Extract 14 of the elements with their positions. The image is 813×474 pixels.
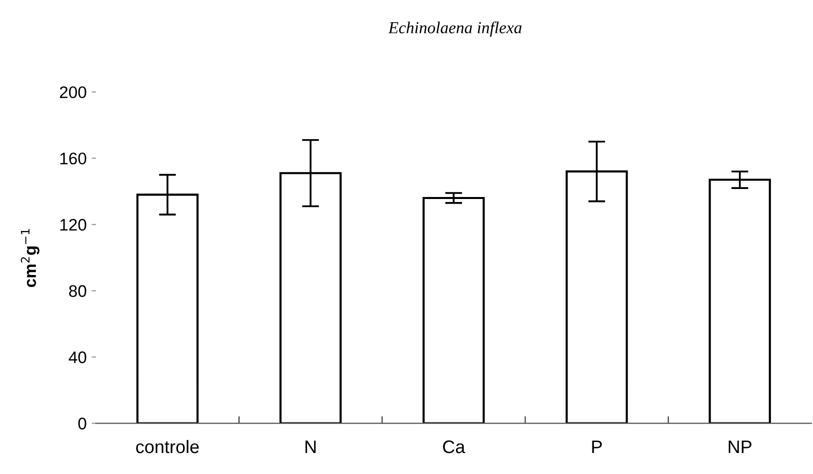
x-tick-label: NP [728, 440, 752, 454]
y-tick-label: 0 [78, 418, 86, 430]
x-tick-label: Ca [443, 440, 466, 454]
bar [422, 196, 485, 424]
chart-title: Echinolaena inflexa [388, 21, 522, 37]
y-tick-label: 200 [60, 86, 86, 98]
y-tick-label: 40 [68, 351, 86, 364]
y-tick-label: 80 [69, 285, 86, 297]
y-axis-title: cm$^{2}$g$^{−1}$ [20, 229, 40, 288]
x-tick-label: P [592, 440, 602, 454]
x-tick-label: N [306, 440, 316, 454]
y-tick-label: 160 [60, 152, 86, 164]
y-tick-label: 120 [60, 218, 86, 231]
x-tick-label: controle [136, 440, 199, 454]
